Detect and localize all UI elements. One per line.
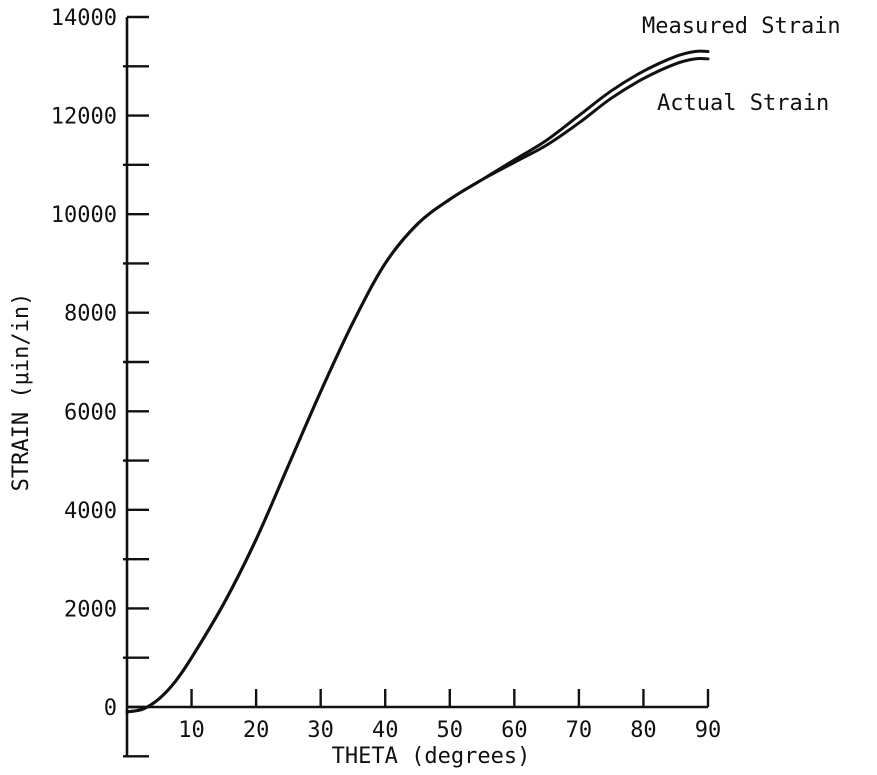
y-tick-label: 4000 xyxy=(64,499,117,524)
x-tick-label: 90 xyxy=(695,718,722,743)
y-tick-label: 2000 xyxy=(64,597,117,622)
y-tick-label: 10000 xyxy=(51,203,117,228)
x-tick-label: 40 xyxy=(372,718,399,743)
y-tick-label: 0 xyxy=(104,696,117,721)
series-line-actual-strain xyxy=(125,57,710,714)
x-tick-label: 50 xyxy=(437,718,464,743)
x-axis-title: THETA (degrees) xyxy=(332,744,531,769)
series-group xyxy=(125,49,710,714)
y-tick-label: 8000 xyxy=(64,302,117,327)
x-tick-label: 80 xyxy=(630,718,657,743)
axes xyxy=(125,17,708,757)
y-tick-label: 14000 xyxy=(51,6,117,31)
y-ticks: 0 2000 4000 6000 8000 10000 12000 14000 xyxy=(51,6,149,758)
series-label-measured-strain: Measured Strain xyxy=(642,14,841,39)
x-tick-label: 30 xyxy=(307,718,334,743)
x-tick-label: 60 xyxy=(501,718,528,743)
y-axis-title: STRAIN (μin/in) xyxy=(9,293,34,492)
series-line-measured-strain xyxy=(125,49,710,714)
y-tick-label: 12000 xyxy=(51,105,117,130)
x-ticks: 10 20 30 40 50 60 70 80 90 xyxy=(178,689,721,743)
x-tick-label: 70 xyxy=(566,718,593,743)
series-label-actual-strain: Actual Strain xyxy=(657,91,829,116)
y-tick-label: 6000 xyxy=(64,400,117,425)
x-tick-label: 20 xyxy=(243,718,270,743)
x-tick-label: 10 xyxy=(178,718,205,743)
